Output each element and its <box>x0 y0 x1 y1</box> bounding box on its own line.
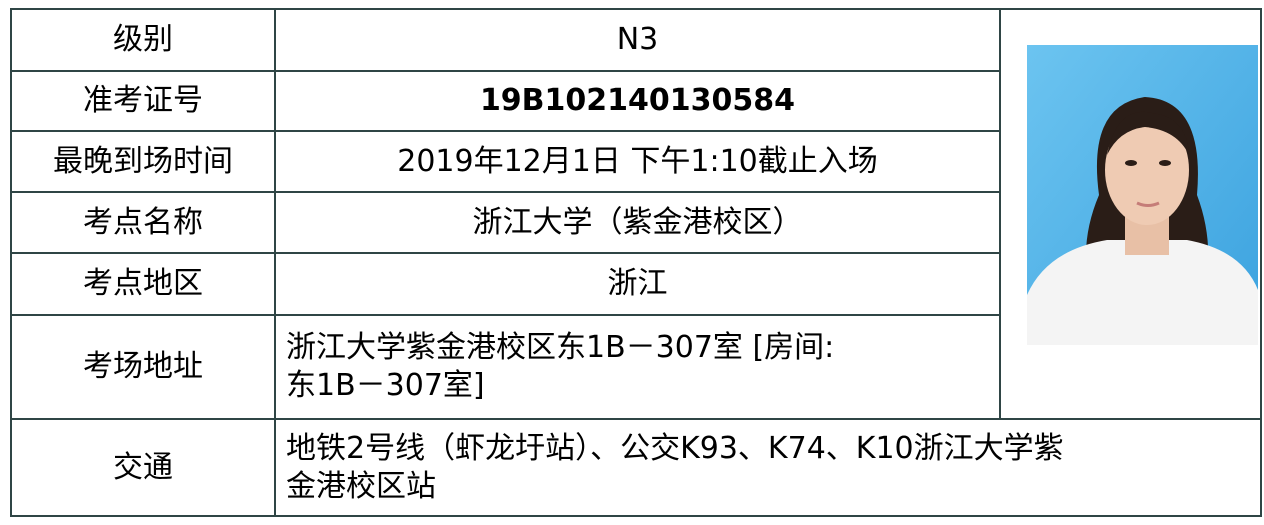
row-label: 交通 <box>10 418 276 517</box>
table-row: 准考证号 19B102140130584 <box>10 70 1261 132</box>
fringe <box>1107 111 1189 155</box>
row-value: 浙江大学（紫金港校区） <box>274 191 1001 254</box>
face <box>1105 115 1189 225</box>
value-line: 东1B－307室] <box>286 368 485 403</box>
table-row: 级别 N3 <box>10 8 1262 420</box>
row-label: 考点地区 <box>10 252 276 316</box>
row-label: 考点名称 <box>10 191 276 254</box>
table-row: 考点地区 浙江 <box>10 252 1261 316</box>
value-line: 19B102140130584 <box>479 83 796 118</box>
row-value: 地铁2号线（虾龙圩站）、公交K93、K74、K10浙江大学紫 金港校区站 <box>274 418 1262 517</box>
photo <box>1027 45 1258 345</box>
ticket-table: 级别 N3 准考证号 19B102140130584 最晚到场时间 2019年12月1日… <box>10 8 1262 517</box>
eye <box>1159 160 1171 166</box>
table-row: 交通 地铁2号线（虾龙圩站）、公交K93、K74、K10浙江大学紫 金港校区站 <box>10 418 1262 517</box>
row-label: 级别 <box>10 8 276 72</box>
value-line: 浙江 <box>607 266 668 301</box>
eye <box>1125 160 1137 166</box>
value-line: 2019年12月1日 下午1:10截止入场 <box>397 143 878 179</box>
value-line: 金港校区站 <box>286 468 436 504</box>
shirt <box>1027 240 1258 345</box>
row-value: 浙江大学紫金港校区东1B－307室 [房间: 东1B－307室] <box>274 314 1001 420</box>
table-row: 最晚到场时间 2019年12月1日 下午1:10截止入场 <box>10 130 1261 193</box>
value-line: 浙江大学（紫金港校区） <box>472 204 803 240</box>
row-value: 浙江 <box>274 252 1001 316</box>
value-line: 地铁2号线（虾龙圩站）、公交K93、K74、K10浙江大学紫 <box>286 430 1064 466</box>
row-label: 最晚到场时间 <box>10 130 276 193</box>
row-value: 19B102140130584 <box>274 70 1001 132</box>
row-label: 考场地址 <box>10 314 276 420</box>
table-row: 考点名称 浙江大学（紫金港校区） <box>10 191 1261 254</box>
photo-cell <box>999 8 1262 420</box>
value-line: 浙江大学紫金港校区东1B－307室 [房间: <box>286 330 835 365</box>
row-value: N3 <box>274 8 1001 72</box>
mouth <box>1136 201 1160 207</box>
table-row: 考场地址 浙江大学紫金港校区东1B－307室 [房间: 东1B－307室] <box>10 314 1261 420</box>
row-value: 2019年12月1日 下午1:10截止入场 <box>274 130 1001 193</box>
row-label: 准考证号 <box>10 70 276 132</box>
table-body: 级别 N3 准考证号 19B102140130584 最晚到场时间 2019年12月1日… <box>10 8 1262 517</box>
value-line: N3 <box>616 22 659 57</box>
